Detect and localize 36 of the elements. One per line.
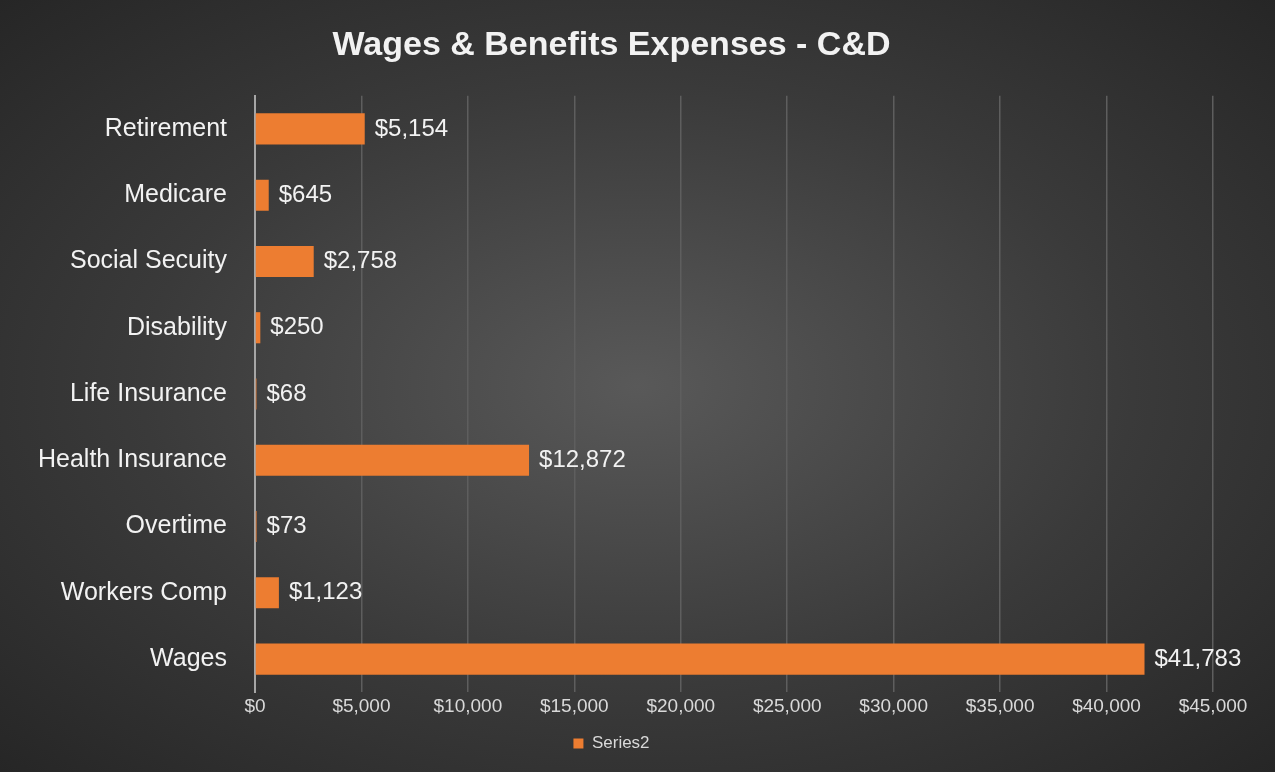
bar [255, 444, 530, 476]
data-label: $5,154 [374, 113, 449, 141]
x-tick-label: $20,000 [646, 694, 716, 716]
data-label: $1,123 [288, 577, 363, 605]
x-tick-label: $25,000 [752, 694, 822, 716]
y-tick-label: Overtime [125, 510, 227, 539]
x-tick-label: $10,000 [433, 694, 503, 716]
y-tick-label: Retirement [104, 112, 228, 141]
x-tick-label: $45,000 [1178, 694, 1248, 716]
data-label: $2,758 [323, 246, 398, 274]
bar [255, 245, 314, 278]
data-label: $41,783 [1154, 643, 1242, 671]
data-label: $250 [270, 312, 324, 340]
bar [255, 577, 279, 609]
data-label: $12,872 [539, 444, 626, 472]
x-tick-label: $5,000 [332, 694, 391, 716]
y-tick-label: Health Insurance [37, 444, 227, 473]
data-label: $68 [266, 378, 307, 406]
x-tick-label: $0 [244, 694, 266, 716]
data-label: $645 [278, 179, 333, 207]
x-tick-label: $15,000 [539, 694, 609, 716]
y-tick-label: Disability [126, 311, 228, 340]
bar [255, 113, 365, 145]
bar [255, 643, 1145, 675]
y-tick-label: Life Insurance [69, 377, 227, 406]
y-tick-label: Workers Comp [60, 576, 227, 605]
y-tick-label: Medicare [124, 179, 227, 208]
x-tick-label: $30,000 [859, 694, 929, 716]
y-tick-label: Social Secuity [69, 245, 228, 274]
x-tick-label: $35,000 [965, 694, 1035, 716]
legend-label: Series2 [591, 733, 650, 753]
data-label: $73 [266, 511, 307, 539]
x-tick-label: $40,000 [1072, 694, 1141, 716]
y-tick-label: Wages [150, 642, 227, 671]
chart-title: Wages & Benefits Expenses - C&D [332, 23, 891, 62]
bar [255, 179, 269, 211]
